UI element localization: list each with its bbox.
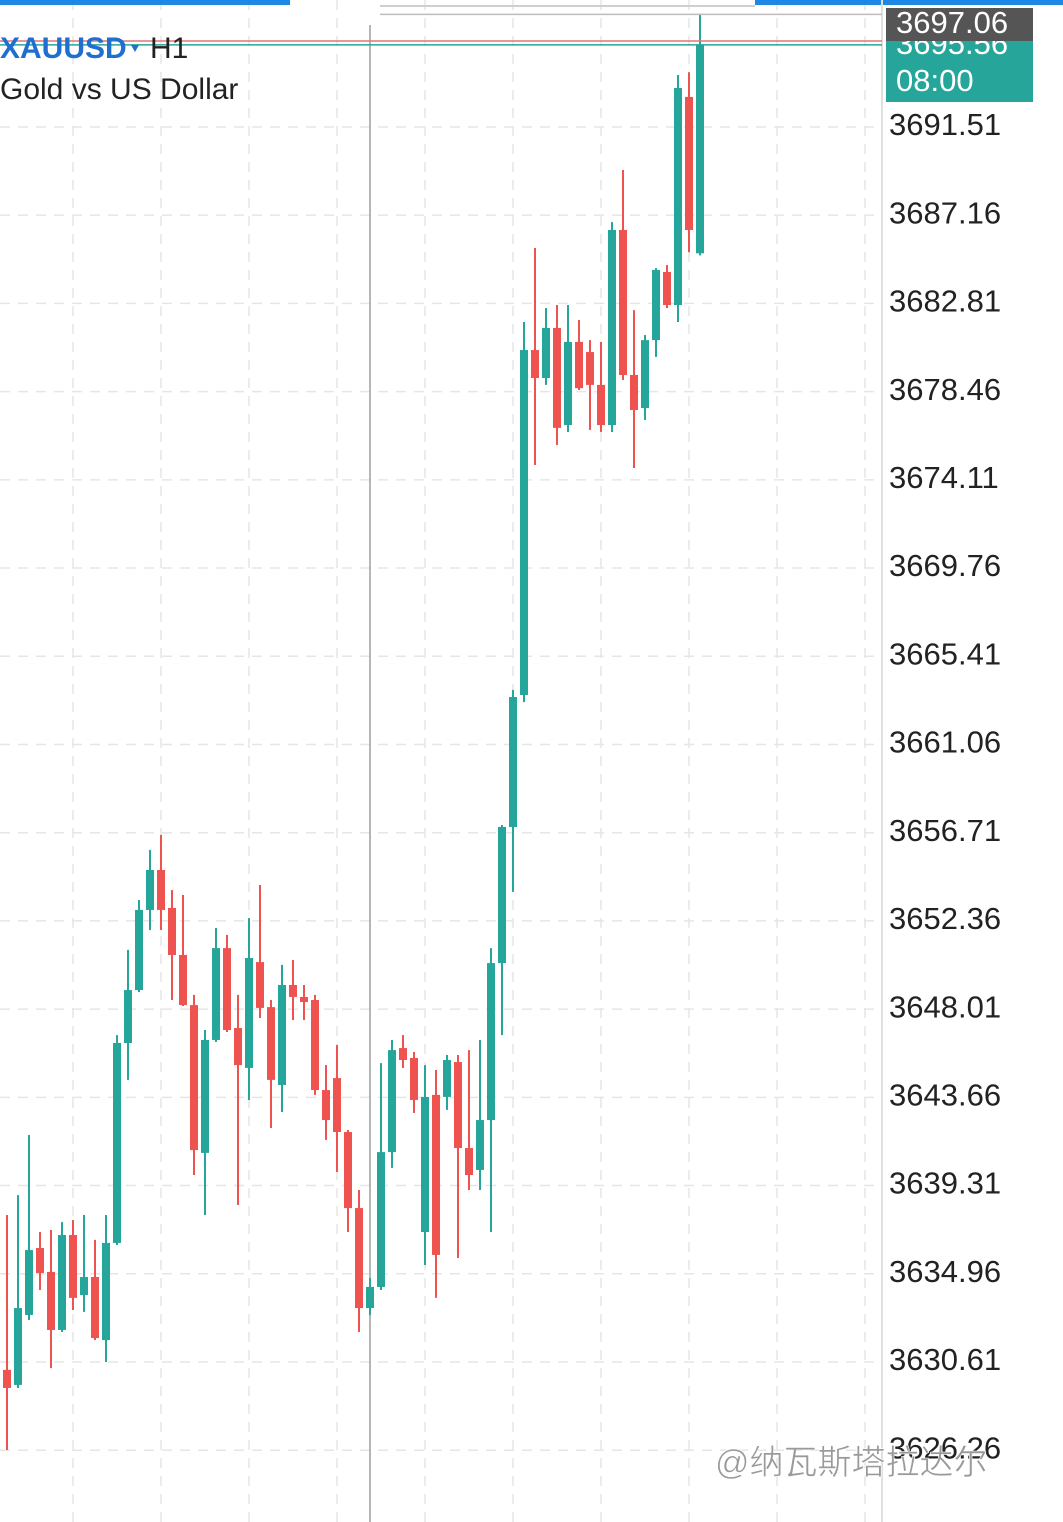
watermark: @纳瓦斯塔拉达尔 [715, 1444, 988, 1482]
y-tick-label: 3648.01 [889, 989, 1001, 1024]
candle-body [432, 1094, 440, 1255]
candle-body [619, 229, 627, 375]
candle-body [25, 1250, 33, 1315]
candle-body [146, 870, 154, 910]
y-tick-label: 3656.71 [889, 813, 1001, 848]
ask-label-box [886, 8, 1033, 41]
candle-body [366, 1286, 374, 1309]
candle-body [190, 1005, 198, 1151]
candle-body [399, 1048, 407, 1061]
candle-body [553, 327, 561, 428]
candle-body [542, 327, 550, 379]
y-tick-label: 3630.61 [889, 1342, 1001, 1377]
candle-body [322, 1090, 330, 1121]
candle-body [223, 948, 231, 1031]
candle-body [355, 1208, 363, 1309]
candle-body [564, 341, 572, 426]
candle-body [674, 88, 682, 306]
candle-body [300, 996, 308, 1003]
candle-body [487, 963, 495, 1121]
y-tick-label: 3687.16 [889, 195, 1001, 230]
candle-body [465, 1148, 473, 1176]
candle-body [135, 909, 143, 991]
candle-body [421, 1096, 429, 1232]
candle-body [652, 269, 660, 341]
y-tick-label: 3691.51 [889, 107, 1001, 142]
candle-body [80, 1277, 88, 1296]
candle-body [179, 954, 187, 1006]
symbol[interactable]: XAUUSD [0, 32, 127, 65]
y-tick-label: 3661.06 [889, 725, 1001, 760]
candle-body [91, 1277, 99, 1339]
candle-body [696, 45, 704, 254]
candle-body [14, 1308, 22, 1385]
candle-body [58, 1235, 66, 1330]
candle-body [531, 350, 539, 379]
candle-body [663, 271, 671, 306]
candle-body [498, 827, 506, 964]
y-tick-label: 3678.46 [889, 372, 1001, 407]
y-tick-label: 3634.96 [889, 1254, 1001, 1289]
price-labels: 3626.26 3630.61 3634.96 3639.31 3643.66 3648.… [886, 5, 1033, 1465]
y-tick-label: 3626.26 [889, 1430, 1001, 1465]
candle-body [36, 1248, 44, 1273]
grid [0, 0, 882, 1522]
symbol-dropdown-icon[interactable] [131, 45, 139, 52]
candle-body [509, 697, 517, 828]
candle-body [520, 350, 528, 695]
candle-body [641, 340, 649, 409]
bid-label-box [886, 38, 1033, 102]
candles [0, 13, 882, 1451]
candle-body [256, 962, 264, 1008]
candle-body [311, 999, 319, 1091]
y-tick-label: 3669.76 [889, 548, 1001, 583]
candle-body [3, 1369, 11, 1388]
candle-body [245, 958, 253, 1068]
candle-body [454, 1062, 462, 1149]
top-bar [0, 0, 290, 5]
candle-body [113, 1042, 121, 1243]
y-tick-label: 3682.81 [889, 284, 1001, 319]
candle-body [168, 907, 176, 955]
description: Gold vs US Dollar [0, 73, 238, 106]
top-bar [380, 5, 755, 7]
candle-body [47, 1271, 55, 1330]
ask-label: 3697.06 [896, 5, 1008, 40]
timeframe[interactable]: H1 [150, 32, 188, 65]
candle-body [69, 1235, 77, 1298]
candle-body [124, 990, 132, 1043]
candle-body [476, 1120, 484, 1170]
y-tick-label: 3665.41 [889, 636, 1001, 671]
candle-body [212, 948, 220, 1040]
candle-body [344, 1132, 352, 1209]
candle-body [388, 1050, 396, 1153]
candle-body [278, 984, 286, 1085]
y-tick-label: 3643.66 [889, 1078, 1001, 1113]
candle-body [234, 1027, 242, 1066]
candle-body [597, 384, 605, 426]
candle-body [157, 870, 165, 910]
candle-body [630, 374, 638, 411]
candle-body [586, 352, 594, 385]
candle-body [608, 229, 616, 426]
candle-body [377, 1152, 385, 1287]
candle-body [685, 96, 693, 230]
y-tick-label: 3639.31 [889, 1166, 1001, 1201]
candle-body [201, 1039, 209, 1153]
candle-body [410, 1057, 418, 1100]
candle-body [575, 341, 583, 389]
candle-body [333, 1078, 341, 1133]
candle-body [102, 1242, 110, 1341]
top-bar [755, 0, 1063, 5]
y-tick-label: 3674.11 [889, 460, 999, 495]
bar-countdown: 08:00 [896, 63, 974, 98]
y-tick-label: 3652.36 [889, 901, 1001, 936]
candle-body [267, 1007, 275, 1080]
candle-body [289, 984, 297, 997]
candle-body [443, 1060, 451, 1097]
